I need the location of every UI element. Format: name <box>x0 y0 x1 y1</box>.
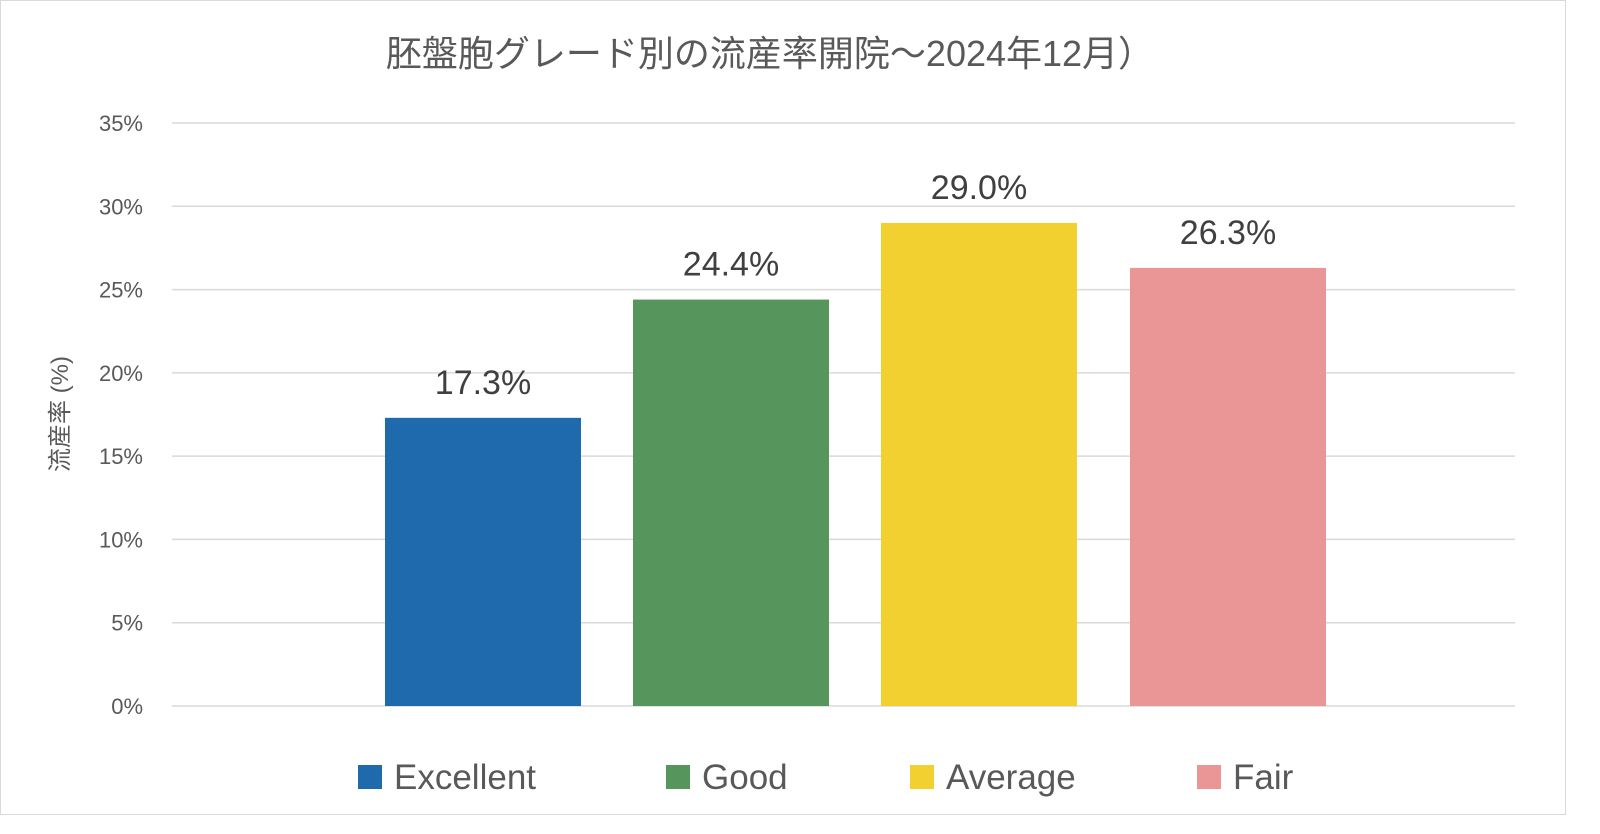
y-tick-label: 35% <box>99 111 143 136</box>
legend-swatch-average <box>910 765 934 789</box>
data-label: 17.3% <box>435 364 531 402</box>
y-tick-label: 30% <box>99 194 143 219</box>
y-tick-label: 25% <box>99 278 143 303</box>
legend-label: Average <box>946 758 1076 797</box>
chart-title: 胚盤胞グレード別の流産率開院～2024年12月） <box>386 33 1154 74</box>
y-tick-label: 0% <box>111 694 143 719</box>
y-tick-label: 10% <box>99 527 143 552</box>
bar-average <box>881 222 1077 706</box>
y-axis-label: 流産率 (%) <box>47 356 74 472</box>
y-tick-label: 20% <box>99 361 143 386</box>
y-tick-label: 15% <box>99 444 143 469</box>
legend-swatch-fair <box>1197 765 1221 789</box>
chart-frame <box>0 0 1566 815</box>
legend-swatch-excellent <box>358 765 382 789</box>
legend-label: Fair <box>1233 758 1294 797</box>
data-label: 26.3% <box>1180 214 1276 252</box>
legend-label: Excellent <box>394 758 536 797</box>
legend-label: Good <box>702 758 788 797</box>
bar-excellent <box>385 417 581 706</box>
data-label: 29.0% <box>931 169 1027 207</box>
bar-fair <box>1130 267 1326 706</box>
bar-good <box>633 299 829 706</box>
legend-swatch-good <box>666 765 690 789</box>
y-tick-label: 5% <box>111 611 143 636</box>
data-label: 24.4% <box>683 246 779 284</box>
